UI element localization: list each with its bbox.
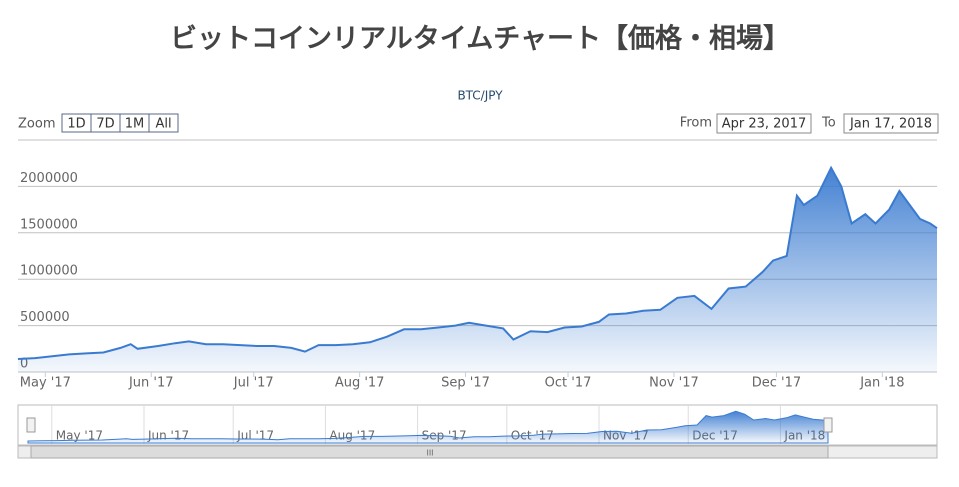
from-label: From	[680, 116, 712, 131]
x-tick-label: Jun '17	[128, 376, 174, 391]
navigator-area	[27, 410, 829, 444]
navigator-handle[interactable]	[26, 417, 36, 433]
navigator-handle[interactable]	[823, 417, 833, 433]
x-tick-label: Aug '17	[335, 376, 385, 391]
zoom-button-label[interactable]: 1D	[67, 117, 85, 132]
from-date[interactable]: Apr 23, 2017	[722, 117, 807, 132]
x-tick-label: Oct '17	[545, 376, 592, 391]
zoom-label: Zoom	[18, 117, 55, 132]
area-line	[17, 165, 938, 360]
y-tick-label: 2000000	[20, 171, 78, 186]
from-input[interactable]	[716, 113, 812, 134]
x-tick-label: Nov '17	[649, 376, 699, 391]
x-tick-label: Sep '17	[441, 376, 490, 391]
scrollbar-thumb[interactable]	[30, 445, 829, 459]
chart-title: ビットコインリアルタイムチャート【価格・相場】	[170, 24, 790, 55]
zoom-button-label[interactable]: All	[155, 117, 171, 132]
to-input[interactable]	[843, 113, 939, 134]
zoom-button-label[interactable]: 7D	[96, 117, 114, 132]
zoom-button-label[interactable]: 1M	[125, 117, 145, 132]
chart-subtitle: BTC/JPY	[457, 89, 503, 103]
to-date[interactable]: Jan 17, 2018	[849, 117, 932, 132]
zoom-buttons: 1D 7D 1M All	[61, 113, 179, 133]
zoom-button[interactable]	[148, 113, 179, 133]
x-tick-label: Dec '17	[752, 376, 801, 391]
y-tick-label: 1500000	[20, 217, 78, 232]
to-label: To	[821, 116, 836, 131]
x-tick-label: Jan '18	[859, 376, 904, 391]
x-tick-label: May '17	[20, 376, 71, 391]
area-fill	[18, 167, 937, 372]
y-tick-label: 1000000	[20, 264, 78, 279]
y-tick-label: 500000	[20, 310, 70, 325]
scrollbar-grip: III	[426, 449, 433, 458]
x-tick-label: Jul '17	[233, 376, 274, 391]
navigator-frame	[17, 404, 938, 446]
navigator-tick-label: May '17	[56, 429, 103, 443]
